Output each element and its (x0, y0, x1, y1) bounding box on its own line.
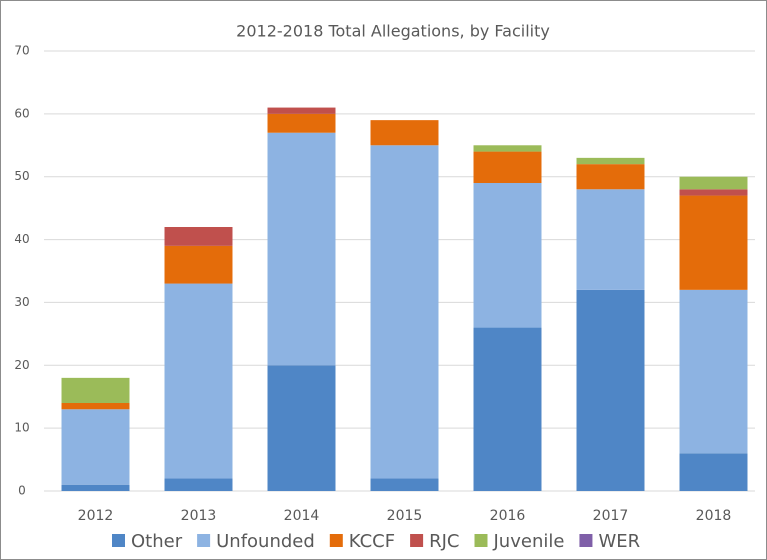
bar-segment (473, 151, 542, 183)
legend-label: KCCF (349, 531, 395, 552)
bar-segment (164, 227, 233, 246)
bar-segment (61, 484, 130, 491)
legend-swatch (410, 534, 424, 547)
bar-segment (370, 120, 439, 146)
y-tick-label: 10 (14, 421, 29, 435)
bar-segment (679, 453, 748, 491)
bar-segment (473, 145, 542, 152)
x-tick-label: 2012 (78, 508, 114, 524)
x-tick-label: 2016 (490, 508, 526, 524)
bar-segment (576, 164, 645, 190)
bar-segment (267, 132, 336, 366)
x-tick-label: 2014 (284, 508, 320, 524)
bar-segment (61, 377, 130, 403)
bar-segment (576, 289, 645, 491)
y-tick-label: 60 (14, 106, 29, 120)
legend-label: Other (131, 531, 183, 552)
chart-title: 2012-2018 Total Allegations, by Facility (236, 22, 550, 41)
bar-segment (473, 183, 542, 328)
bar-segment (576, 189, 645, 290)
x-tick-label: 2015 (387, 508, 423, 524)
x-tick-label: 2017 (593, 508, 629, 524)
legend-label: Juvenile (493, 531, 565, 552)
bar-segment (267, 113, 336, 133)
legend-label: WER (598, 531, 640, 552)
y-tick-label: 70 (14, 44, 29, 58)
bar-segment (370, 145, 439, 479)
y-tick-label: 0 (18, 484, 26, 498)
bar-segment (473, 327, 542, 491)
bar-segment (576, 157, 645, 165)
bar-segment (164, 478, 233, 491)
bar-segment (679, 289, 748, 454)
y-tick-label: 50 (14, 169, 29, 183)
legend-swatch (474, 534, 488, 547)
legend-swatch (197, 534, 211, 547)
bar-segment (679, 176, 748, 190)
legend-label: RJC (429, 531, 459, 552)
bar-segment (267, 107, 336, 114)
bar-segment (679, 189, 748, 196)
bar-segment (61, 409, 130, 485)
x-tick-label: 2018 (696, 508, 732, 524)
bar-segment (61, 403, 130, 410)
bar-segment (267, 365, 336, 491)
legend-swatch (329, 534, 343, 547)
legend-label: Unfounded (216, 531, 315, 552)
x-tick-label: 2013 (181, 508, 217, 524)
bar-segment (679, 195, 748, 290)
legend-swatch (579, 534, 593, 547)
bar-segment (164, 283, 233, 479)
bar-segment (370, 478, 439, 491)
y-tick-label: 40 (14, 232, 29, 246)
y-tick-label: 20 (14, 358, 29, 372)
legend-swatch (112, 534, 125, 547)
y-tick-label: 30 (14, 295, 29, 309)
bar-segment (164, 245, 233, 284)
